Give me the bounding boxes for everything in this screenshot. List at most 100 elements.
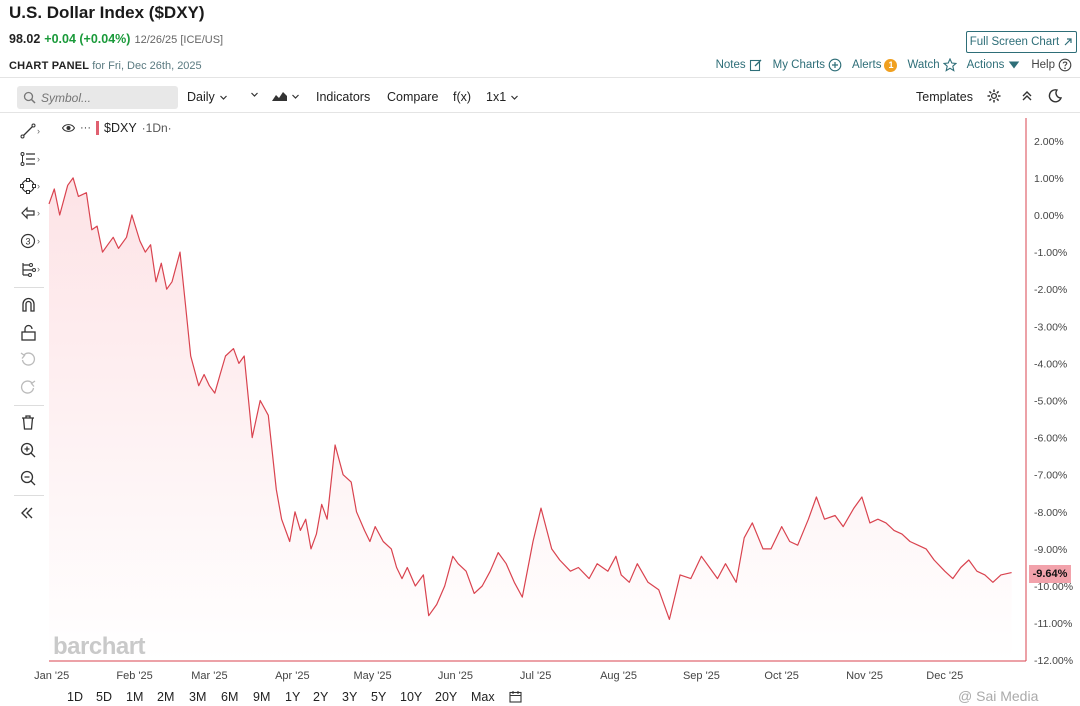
series-color-swatch <box>96 121 99 135</box>
expand-arrow-icon <box>1064 38 1072 46</box>
submenu-arrow-icon: › <box>37 208 40 218</box>
arrow-left-icon <box>21 206 35 220</box>
range-button-max[interactable]: Max <box>471 690 495 704</box>
chart-panel-label: CHART PANEL <box>9 60 90 72</box>
alerts-count-badge: 1 <box>884 58 898 72</box>
last-value-tag: -9.64% <box>1029 565 1071 583</box>
templates-button[interactable]: Templates <box>916 90 973 104</box>
legend-interval: ·1Dn· <box>141 121 172 135</box>
help-label: Help <box>1031 59 1055 71</box>
range-button-1y[interactable]: 1Y <box>285 690 301 704</box>
watch-link[interactable]: Watch <box>907 58 957 72</box>
delete-tool[interactable] <box>20 412 40 432</box>
range-button-20y[interactable]: 20Y <box>435 690 458 704</box>
function-button[interactable]: f(x) <box>453 90 472 104</box>
magnet-icon <box>22 297 35 312</box>
y-tick-label: -7.00% <box>1034 470 1067 482</box>
zoom-out-icon <box>20 470 36 486</box>
panel-links: Notes My Charts Alerts 1 Watch Actions H… <box>716 58 1072 72</box>
range-button-9m[interactable]: 9M <box>253 690 271 704</box>
indicators-button[interactable]: Indicators <box>316 90 371 104</box>
magnet-tool[interactable] <box>20 294 40 314</box>
range-button-2m[interactable]: 2M <box>157 690 175 704</box>
pattern-tool[interactable]: › <box>20 259 40 279</box>
range-button-10y[interactable]: 10Y <box>400 690 423 704</box>
range-button-3y[interactable]: 3Y <box>342 690 358 704</box>
shape-icon <box>20 178 36 194</box>
help-link[interactable]: Help <box>1031 58 1072 72</box>
redo-tool[interactable] <box>20 377 40 397</box>
y-tick-label: -3.00% <box>1034 321 1067 333</box>
price-chart[interactable]: 2.00% 1.00% 0.00% -1.00% -2.00% -3.00% -4.00% -… <box>0 113 1080 706</box>
interval-select[interactable]: Daily <box>187 90 228 104</box>
range-button-6m[interactable]: 6M <box>221 690 239 704</box>
layout-label: 1x1 <box>486 90 507 104</box>
chart-type-select[interactable] <box>272 90 300 102</box>
series-area-fill <box>49 177 1012 661</box>
notes-link[interactable]: Notes <box>716 58 763 72</box>
search-icon <box>23 91 36 104</box>
moon-icon[interactable] <box>1047 88 1063 104</box>
actions-label: Actions <box>966 59 1005 71</box>
gear-icon[interactable] <box>986 88 1002 104</box>
number-marker-tool[interactable]: 3 › <box>20 231 40 251</box>
compare-button[interactable]: Compare <box>387 90 439 104</box>
range-button-1m[interactable]: 1M <box>126 690 144 704</box>
legend-symbol: $DXY <box>104 121 137 135</box>
drawing-tools-sidebar: › › › › 3 › › <box>0 113 46 706</box>
arrow-tool[interactable]: › <box>20 203 40 223</box>
range-button-2y[interactable]: 2Y <box>313 690 329 704</box>
collapse-tools-button[interactable] <box>20 503 40 523</box>
chart-panel-bar: CHART PANEL for Fri, Dec 26th, 2025 Notes… <box>0 56 1080 78</box>
trendline-tool[interactable]: › <box>20 121 40 141</box>
full-screen-chart-button[interactable]: Full Screen Chart <box>966 31 1077 53</box>
alerts-link[interactable]: Alerts 1 <box>852 58 898 72</box>
lock-tool[interactable] <box>20 322 40 342</box>
bar-type-chevron[interactable] <box>250 90 259 99</box>
question-circle-icon <box>1058 58 1072 72</box>
zoom-out-tool[interactable] <box>20 468 40 488</box>
undo-tool[interactable] <box>20 349 40 369</box>
collapse-up-icon[interactable] <box>1019 88 1035 104</box>
x-tick-label: Dec '25 <box>926 670 963 682</box>
price-change: +0.04 (+0.04%) <box>44 32 131 46</box>
y-tick-label: -6.00% <box>1034 433 1067 445</box>
unlock-icon <box>21 324 36 341</box>
range-button-5y[interactable]: 5Y <box>371 690 387 704</box>
quote-line: 98.02 +0.04 (+0.04%) 12/26/25 [ICE/US] <box>9 32 223 46</box>
symbol-search[interactable] <box>17 86 178 109</box>
x-tick-label: Apr '25 <box>275 670 310 682</box>
zoom-in-tool[interactable] <box>20 440 40 460</box>
toolbar-divider <box>14 405 44 406</box>
notes-icon <box>749 59 762 72</box>
eye-icon[interactable] <box>62 123 75 133</box>
x-tick-label: Feb '25 <box>116 670 152 682</box>
fib-tool[interactable]: › <box>20 149 40 169</box>
barchart-watermark: barchart <box>53 633 146 660</box>
chevron-down-icon <box>292 94 299 99</box>
layout-select[interactable]: 1x1 <box>486 90 519 104</box>
shape-tool[interactable]: › <box>20 176 40 196</box>
y-tick-label: -5.00% <box>1034 396 1067 408</box>
symbol-input[interactable] <box>41 90 171 105</box>
chevron-down-icon <box>511 95 519 100</box>
watch-label: Watch <box>907 59 940 71</box>
submenu-arrow-icon: › <box>37 126 40 136</box>
pattern-icon <box>22 263 36 277</box>
range-button-1d[interactable]: 1D <box>67 690 83 704</box>
my-charts-link[interactable]: My Charts <box>773 58 842 72</box>
x-tick-label: Jul '25 <box>520 670 551 682</box>
actions-menu[interactable]: Actions <box>967 58 1022 72</box>
chevron-down-icon <box>251 92 258 97</box>
calendar-icon[interactable] <box>509 690 522 706</box>
chart-legend: ··· $DXY ·1Dn· <box>62 121 172 135</box>
range-button-5d[interactable]: 5D <box>96 690 112 704</box>
more-options-icon[interactable]: ··· <box>80 122 91 134</box>
caret-down-icon <box>1009 61 1020 69</box>
x-tick-label: Aug '25 <box>600 670 637 682</box>
chart-toolbar: Daily Indicators Compare f(x) 1x1 Templa… <box>0 83 1080 113</box>
page-title: U.S. Dollar Index ($DXY) <box>9 3 205 22</box>
submenu-arrow-icon: › <box>37 154 40 164</box>
range-button-3m[interactable]: 3M <box>189 690 207 704</box>
y-tick-label: 2.00% <box>1034 136 1064 148</box>
